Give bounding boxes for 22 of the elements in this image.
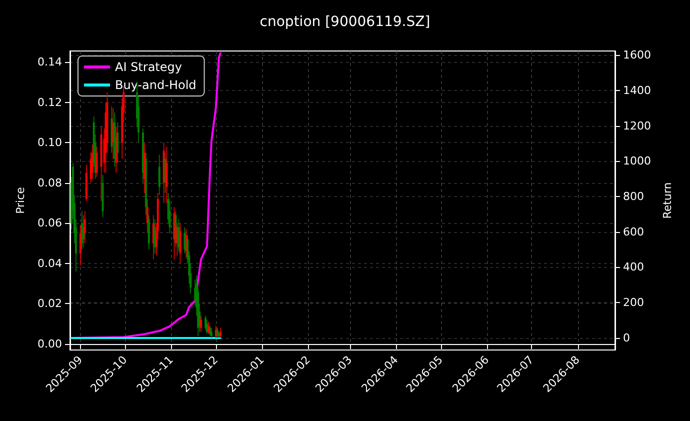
- y2-tick-label: 1400: [623, 84, 651, 97]
- y2-tick-label: 200: [623, 296, 644, 310]
- y2-tick-label: 1600: [623, 48, 651, 62]
- y-tick-label: 0.02: [38, 297, 62, 310]
- y2-tick-label: 1000: [623, 154, 651, 168]
- y2-tick-label: 600: [623, 225, 644, 238]
- chart-title: cnoption [90006119.SZ]: [260, 14, 430, 30]
- y-tick-label: 0.10: [38, 136, 62, 150]
- y-tick-label: 0.00: [38, 337, 62, 350]
- y-tick-label: 0.14: [38, 56, 62, 69]
- y2-tick-label: 1200: [623, 119, 651, 132]
- y2-tick-label: 400: [623, 260, 644, 274]
- y-axis-title: Price: [14, 186, 27, 214]
- y-tick-label: 0.04: [38, 256, 62, 270]
- y-tick-label: 0.06: [38, 216, 62, 230]
- legend-label: Buy-and-Hold: [115, 78, 196, 92]
- y-tick-label: 0.08: [38, 176, 62, 190]
- y-tick-label: 0.12: [38, 96, 62, 109]
- y2-axis-title: Return: [660, 182, 674, 219]
- y2-tick-label: 800: [623, 190, 644, 204]
- legend-label: AI Strategy: [115, 60, 182, 74]
- y2-tick-label: 0: [623, 331, 630, 344]
